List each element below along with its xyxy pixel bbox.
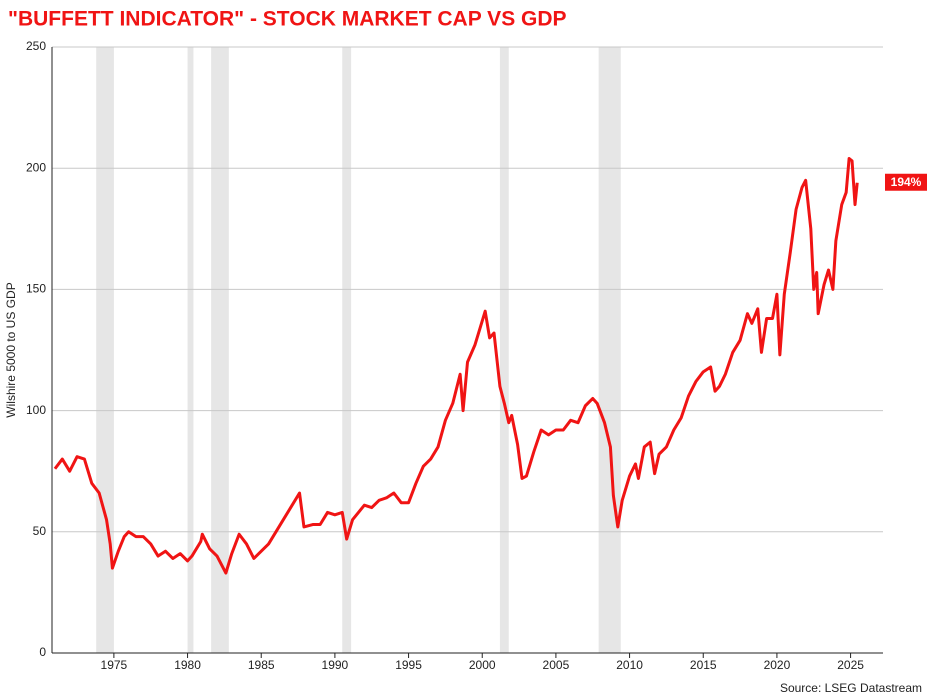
recession-band [211, 47, 229, 653]
y-tick-label: 0 [39, 645, 46, 659]
y-tick-label: 150 [26, 282, 46, 296]
x-tick-label: 1975 [101, 658, 128, 672]
y-axis-label: Wilshire 5000 to US GDP [4, 282, 18, 417]
recession-band [598, 47, 621, 653]
x-tick-label: 1995 [395, 658, 422, 672]
line-series [53, 157, 859, 575]
recession-band [342, 47, 352, 653]
x-tick-label: 1980 [174, 658, 201, 672]
x-tick-label: 1990 [322, 658, 349, 672]
chart-title: "BUFFETT INDICATOR" - STOCK MARKET CAP V… [8, 8, 567, 31]
x-tick-label: 2000 [469, 658, 496, 672]
source: Source: LSEG Datastream [780, 681, 922, 695]
y-tick-label: 200 [26, 160, 46, 174]
x-tick-label: 2025 [837, 658, 864, 672]
y-tick-label: 250 [26, 39, 46, 53]
end-label-box [885, 173, 927, 191]
x-tick-label: 1985 [248, 658, 275, 672]
recession-band [187, 47, 194, 653]
recession-band [499, 47, 509, 653]
x-tick-label: 2010 [616, 658, 643, 672]
x-tick-label: 2020 [764, 658, 791, 672]
x-tick-label: 2015 [690, 658, 717, 672]
end-label: 194% [891, 175, 922, 189]
x-tick-label: 2005 [543, 658, 570, 672]
y-tick-label: 50 [33, 524, 47, 538]
y-tick-label: 100 [26, 403, 46, 417]
